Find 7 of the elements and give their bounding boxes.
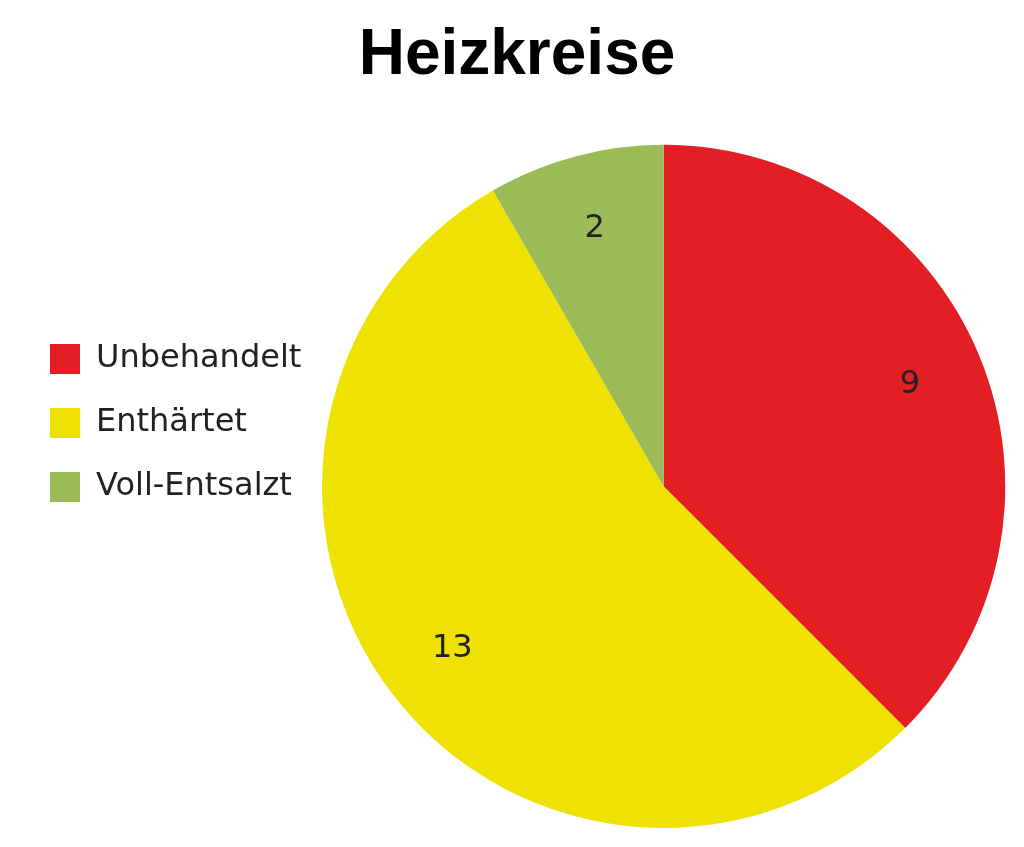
legend-label: Unbehandelt <box>96 337 302 376</box>
data-label: 2 <box>584 207 605 246</box>
data-label: 9 <box>899 362 920 401</box>
legend-label: Enthärtet <box>96 401 247 440</box>
chart-title: Heizkreise <box>358 16 676 89</box>
legend-label: Voll-Entsalzt <box>96 465 292 504</box>
data-label: 13 <box>431 626 473 665</box>
